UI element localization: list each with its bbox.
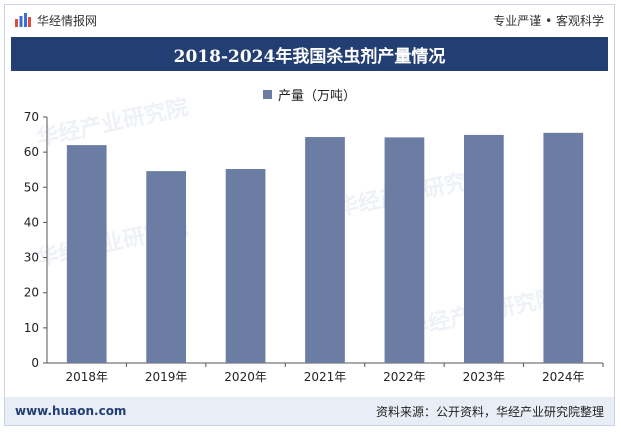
chart-area: 华经产业研究院 华经产业研究院 华经产业研究院 华经产业研究院 产量（万吨） 0… [5,75,614,397]
bar [66,145,107,363]
footer: www.huaon.com 资料来源：公开资料，华经产业研究院整理 [5,397,614,425]
x-tick-label: 2019年 [145,370,188,384]
bar [305,137,345,363]
bar-chart: 0 10 20 30 40 50 60 70 2018年 2019年 2020年 2021年 2022年… [24,110,604,384]
legend-label: 产量（万吨） [277,89,356,104]
y-tick-label: 0 [31,356,39,370]
x-tick-label: 2020年 [224,370,267,384]
y-tick-label: 30 [24,251,39,265]
y-tick-label: 60 [24,145,39,159]
chart-title: 2018-2024年我国杀虫剂产量情况 [11,37,608,71]
y-tick-label: 40 [24,215,39,229]
y-tick-label: 10 [24,321,39,335]
y-tick-label: 70 [24,110,39,124]
tagline: 专业严谨 • 客观科学 [493,13,604,28]
legend-swatch [262,90,272,99]
x-tick-label: 2022年 [383,370,426,384]
footer-url: www.huaon.com [15,404,127,418]
footer-source: 资料来源：公开资料，华经产业研究院整理 [375,404,604,419]
y-tick-label: 50 [24,180,39,194]
bar [543,132,584,363]
bar [464,134,504,363]
top-bar: 华经情报网 专业严谨 • 客观科学 [5,5,614,35]
chart-frame: 华经情报网 专业严谨 • 客观科学 2018-2024年我国杀虫剂产量情况 华经… [4,4,615,426]
legend: 产量（万吨） [5,85,614,104]
x-tick-label: 2018年 [65,370,108,384]
brand-name: 华经情报网 [37,13,98,28]
y-tick-label: 20 [24,286,39,300]
logo-icon [15,13,31,27]
x-tick-label: 2024年 [542,370,585,384]
x-tick-label: 2021年 [304,370,347,384]
brand: 华经情报网 [15,12,97,29]
bar [384,137,425,363]
bar [146,171,186,363]
x-tick-label: 2023年 [463,370,506,384]
bar [225,169,266,363]
